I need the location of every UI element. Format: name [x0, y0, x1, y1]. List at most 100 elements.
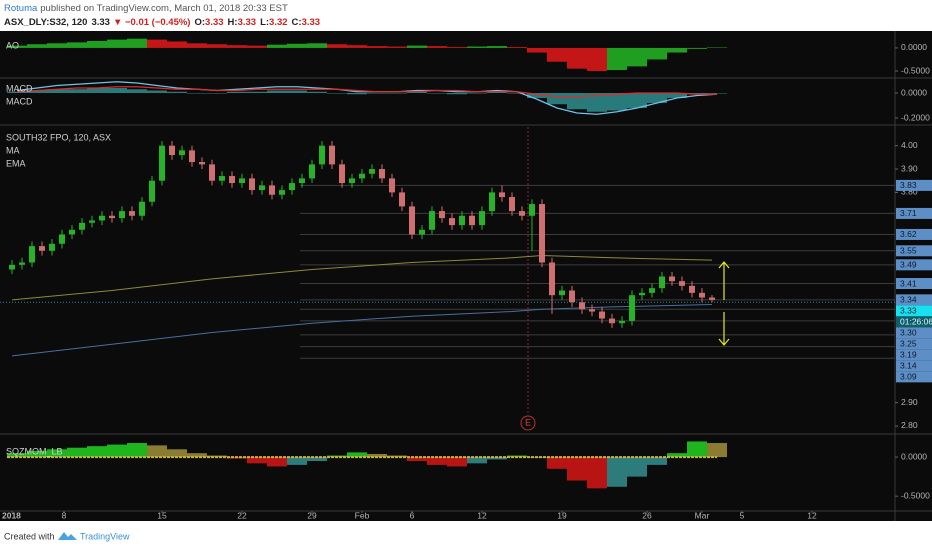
level-label-bg [896, 338, 932, 350]
candle-body [49, 243, 55, 251]
macd-hist [7, 91, 27, 93]
sqz-bar [647, 457, 667, 465]
candle-body [99, 215, 105, 221]
ao-bar [187, 43, 207, 48]
macd-hist [87, 88, 107, 93]
candle-body [269, 185, 275, 195]
candle-body [509, 197, 515, 212]
candle-body [659, 276, 665, 289]
level-label: 3.25 [900, 339, 917, 349]
macd-hist [127, 89, 147, 93]
macd-hist [367, 93, 387, 94]
ao-bar [167, 41, 187, 48]
event-label: E [525, 417, 531, 427]
ao-bar [67, 42, 87, 48]
candle-body [629, 295, 635, 321]
ao-bar [427, 46, 447, 48]
candle-body [169, 145, 175, 156]
sqz-bar [667, 453, 687, 458]
macd-hist [287, 90, 307, 93]
main-title: SOUTH32 FPO, 120, ASX [6, 132, 111, 142]
ao-bar [247, 45, 267, 48]
sqz-bar [247, 457, 267, 464]
candle-body [519, 211, 525, 216]
sqz-bar [367, 453, 387, 458]
sqz-bar [567, 457, 587, 481]
x-tick-label: Feb [355, 510, 370, 520]
countdown-label: 01:26:06 [900, 317, 932, 327]
header-line-1: Rotuma published on TradingView.com, Marc… [4, 3, 288, 14]
range-arrows [718, 261, 730, 346]
sqz-bar [407, 457, 427, 461]
candle-body [219, 176, 225, 181]
y-tick-label: 0.0000 [901, 87, 927, 97]
ao-bar [147, 39, 167, 48]
symbol: ASX_DLY:S32, 120 [4, 17, 87, 28]
level-label-bg [896, 179, 932, 191]
footer-brand[interactable]: TradingView [80, 531, 130, 541]
x-tick-label: 29 [307, 510, 317, 520]
ma-line [11, 254, 713, 301]
candle-body [89, 220, 95, 223]
ao-bar [567, 47, 587, 69]
footer-created: Created with [4, 531, 55, 541]
level-label-bg [896, 207, 932, 219]
macd-label: MACD [6, 96, 33, 106]
ohlc-key: H: [228, 17, 238, 28]
candle-body [669, 276, 675, 282]
macd-hist [27, 90, 47, 93]
ao-bar [527, 47, 547, 53]
y-tick-label: 0.0000 [901, 451, 927, 461]
x-tick-label: 5 [740, 510, 745, 520]
candle-body [309, 164, 315, 179]
macd-hist [267, 90, 287, 93]
y-tick-label: -0.2000 [901, 112, 930, 122]
ao-bar [7, 45, 27, 48]
ao-bar [547, 47, 567, 62]
candle-body [199, 162, 205, 165]
candle-body [369, 169, 375, 174]
level-label: 3.49 [900, 260, 917, 270]
macd-hist [47, 89, 67, 93]
level-label: 3.34 [900, 295, 917, 305]
ao-bar [447, 47, 467, 48]
candle-body [489, 192, 495, 212]
ohlc-value: 3.32 [269, 17, 288, 28]
candle-body [79, 222, 85, 230]
ao-bar [467, 46, 487, 48]
candle-body [379, 169, 385, 179]
macd-hist [187, 93, 207, 94]
macd-hist [327, 93, 347, 94]
author[interactable]: Rotuma [4, 3, 38, 14]
ao-bar [507, 47, 527, 48]
candle-body [549, 262, 555, 296]
sqz-bar [127, 443, 147, 458]
candle-body [59, 234, 65, 244]
sqz-bar [187, 453, 207, 458]
candle-body [229, 176, 235, 184]
y-tick-label: 2.90 [901, 397, 918, 407]
sqz-bar [547, 457, 567, 469]
candle-body [409, 206, 415, 235]
candle-body [159, 145, 165, 181]
sqz-bar [707, 443, 727, 458]
candle-body [679, 281, 685, 286]
x-tick-label: Mar [695, 510, 710, 520]
macd-hist [447, 93, 467, 95]
sqz-bar [287, 457, 307, 465]
plot-layer: 0.0000 -0.5000 0.0000 -0.2000 4.00 3.90 3.80 2.… [0, 38, 932, 520]
ao-bar [607, 47, 627, 71]
macd-hist [107, 88, 127, 93]
candle-body [599, 311, 605, 319]
sqz-bar [147, 445, 167, 458]
level-label-bg [896, 245, 932, 257]
macd-hist [167, 91, 187, 93]
x-tick-label: 15 [157, 510, 167, 520]
macd-hist [387, 93, 407, 94]
ao-bar [207, 44, 227, 48]
candle-body [639, 292, 645, 296]
candle-body [649, 288, 655, 293]
level-label: 3.71 [900, 208, 917, 218]
ao-bar [487, 46, 507, 48]
